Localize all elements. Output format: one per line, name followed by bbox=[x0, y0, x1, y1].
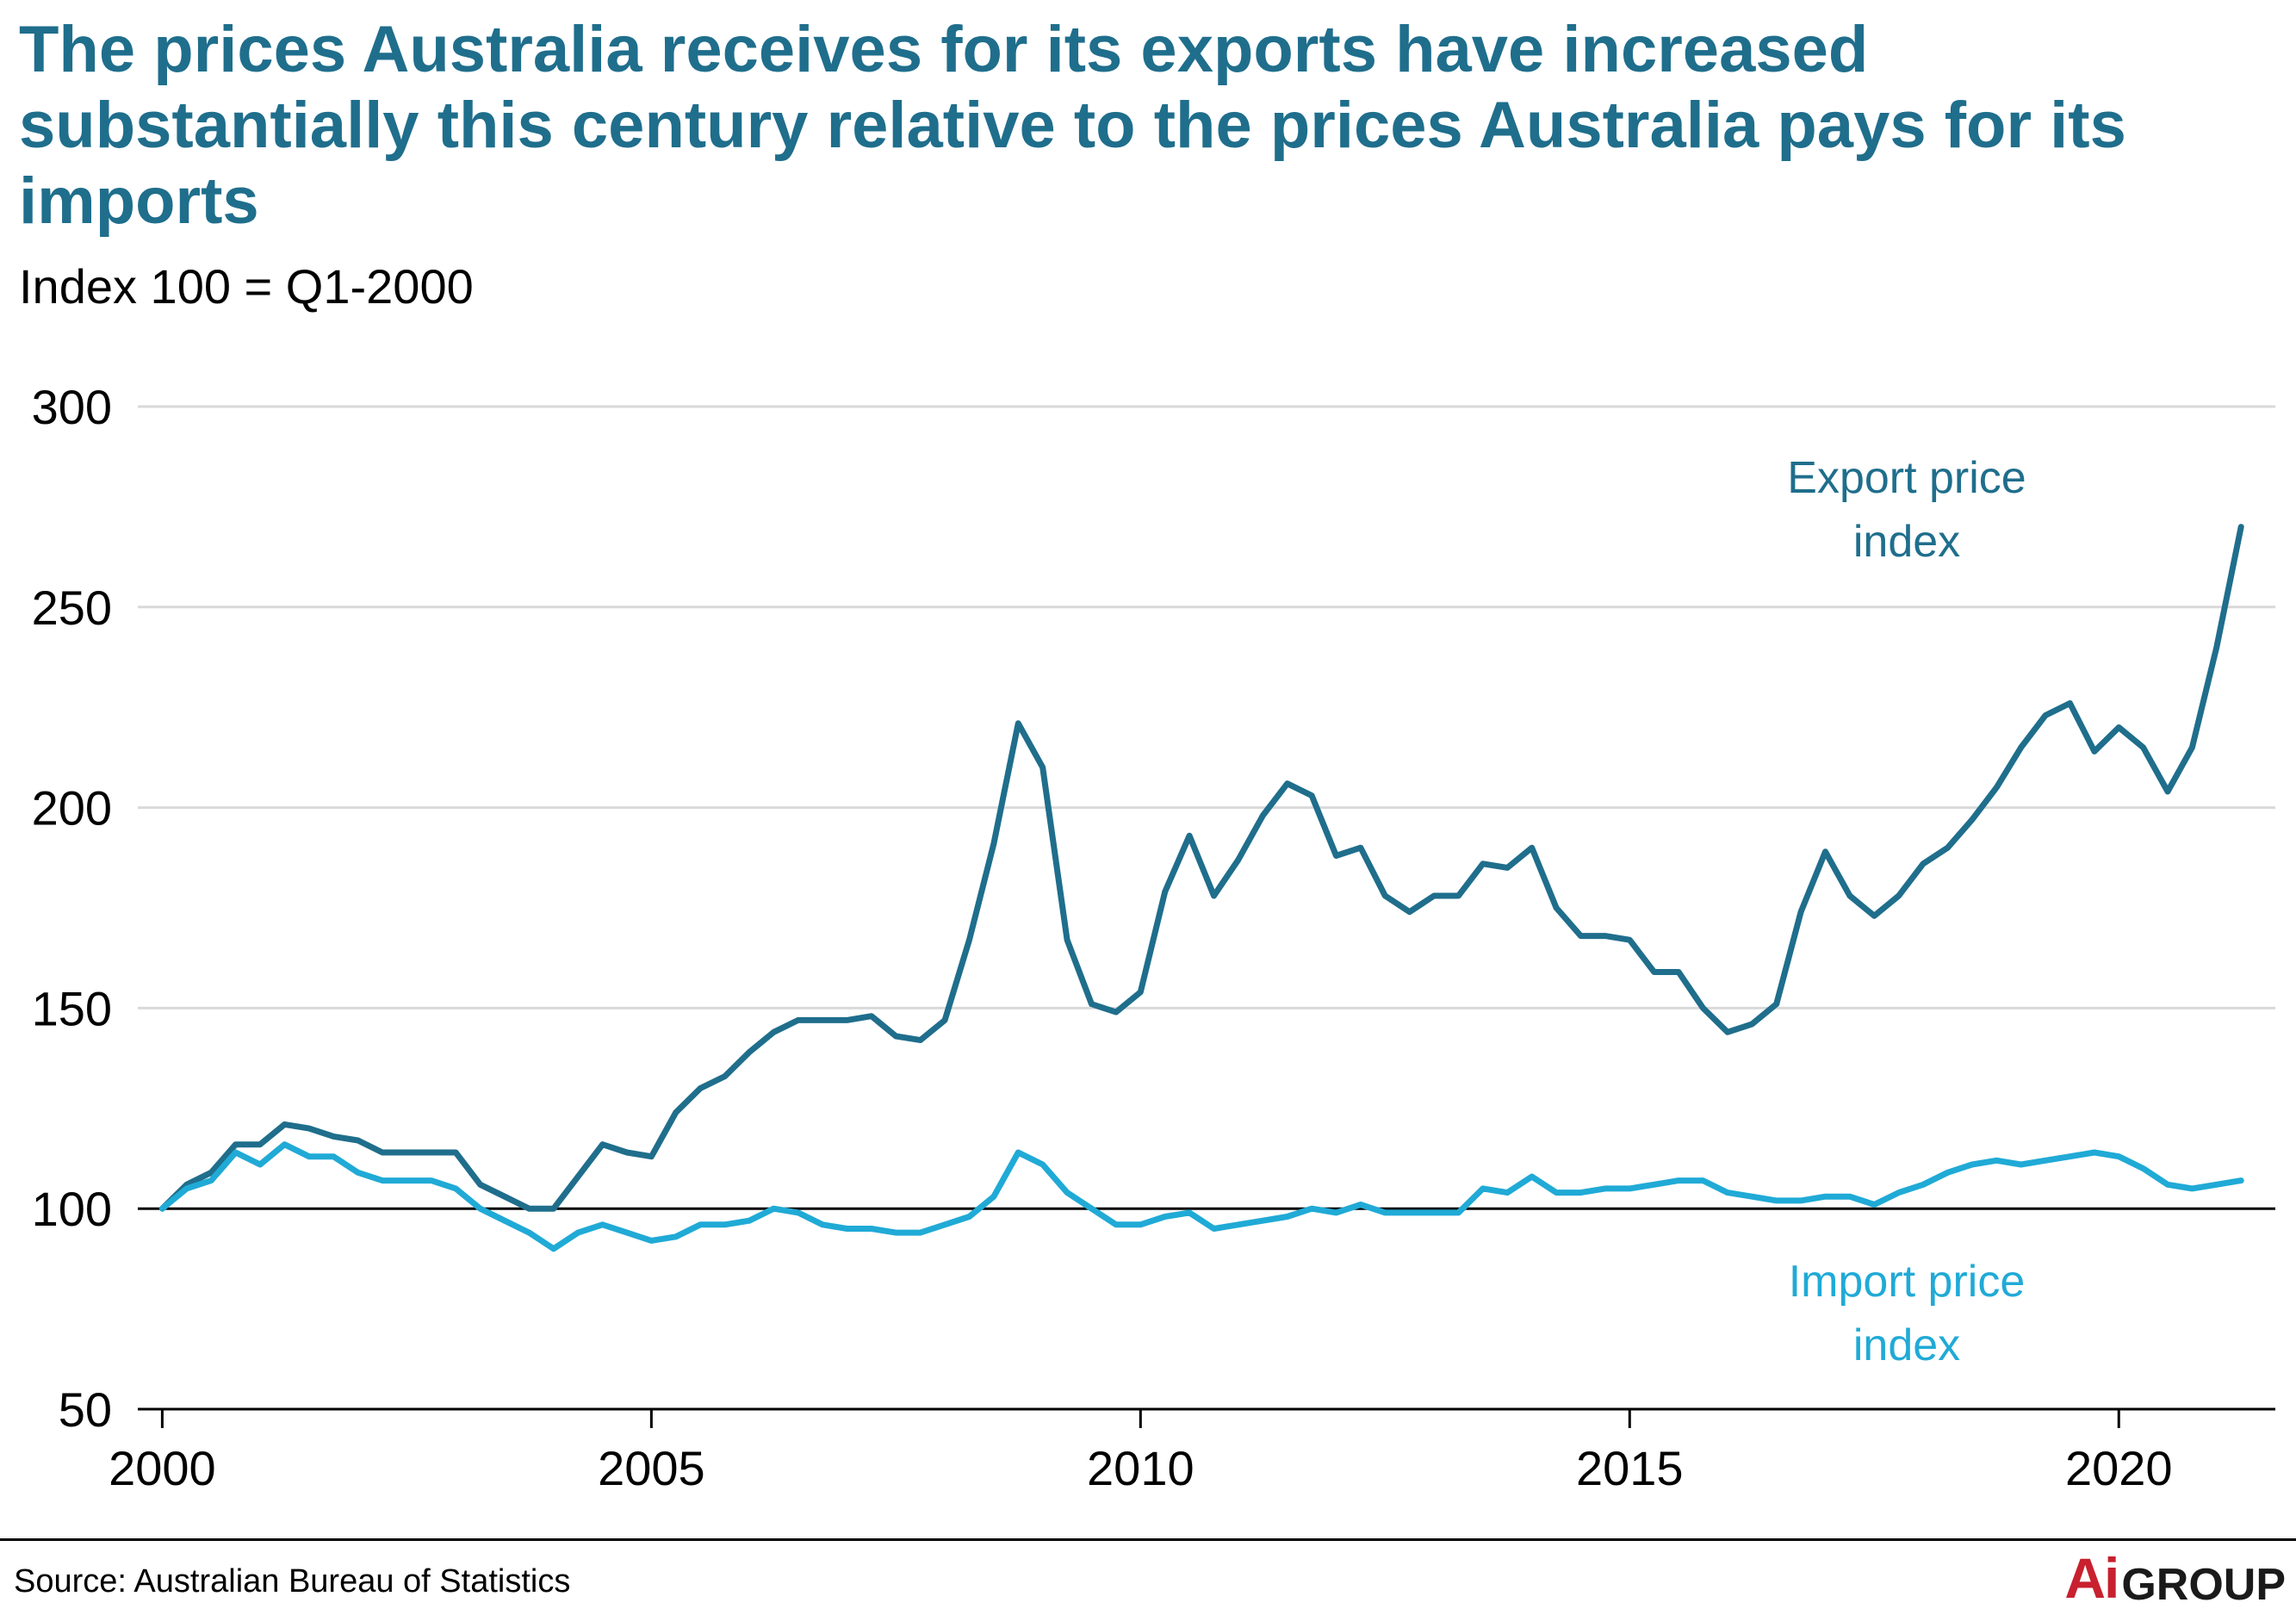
import-price-index-line bbox=[158, 1141, 2244, 1252]
x-tick-label-2015: 2015 bbox=[1576, 1441, 1684, 1495]
gridlines bbox=[138, 405, 2275, 1009]
footer-divider bbox=[0, 1538, 2296, 1541]
axes: 50 100 150 200 250 300 2000 2005 2010 2015 2020 bbox=[32, 380, 2275, 1495]
y-tick-label-250: 250 bbox=[32, 581, 112, 635]
y-tick-label-100: 100 bbox=[32, 1182, 112, 1236]
export-price-index-label-line-2: index bbox=[1853, 517, 1960, 567]
series-lines bbox=[158, 524, 2244, 1252]
chart-title: The prices Australia receives for its ex… bbox=[19, 13, 2126, 238]
aigroup-logo: Ai GROUP bbox=[2064, 1546, 2286, 1611]
x-tick-label-2005: 2005 bbox=[598, 1441, 705, 1495]
x-tick-label-2010: 2010 bbox=[1087, 1441, 1195, 1495]
y-tick-label-50: 50 bbox=[59, 1382, 112, 1437]
line-chart: 50 100 150 200 250 300 2000 2005 2010 2015 2020 Ex… bbox=[32, 380, 2275, 1495]
y-tick-label-300: 300 bbox=[32, 380, 112, 434]
import-price-index-label-line-2: index bbox=[1853, 1320, 1960, 1370]
chart-subtitle: Index 100 = Q1-2000 bbox=[19, 259, 474, 314]
logo-ai-mark: Ai bbox=[2064, 1546, 2119, 1610]
x-tick-label-2020: 2020 bbox=[2065, 1441, 2173, 1495]
x-tick-label-2000: 2000 bbox=[109, 1441, 216, 1495]
export-price-index-label-line-1: Export price bbox=[1787, 453, 2026, 503]
logo-group-text: GROUP bbox=[2121, 1560, 2286, 1610]
y-tick-label-200: 200 bbox=[32, 781, 112, 835]
y-tick-label-150: 150 bbox=[32, 981, 112, 1035]
import-price-index-label-line-1: Import price bbox=[1789, 1257, 2026, 1307]
series-labels: Export price index Import price index bbox=[1787, 453, 2026, 1370]
source-note: Source: Australian Bureau of Statistics bbox=[14, 1563, 571, 1599]
export-price-index-line bbox=[158, 524, 2244, 1212]
